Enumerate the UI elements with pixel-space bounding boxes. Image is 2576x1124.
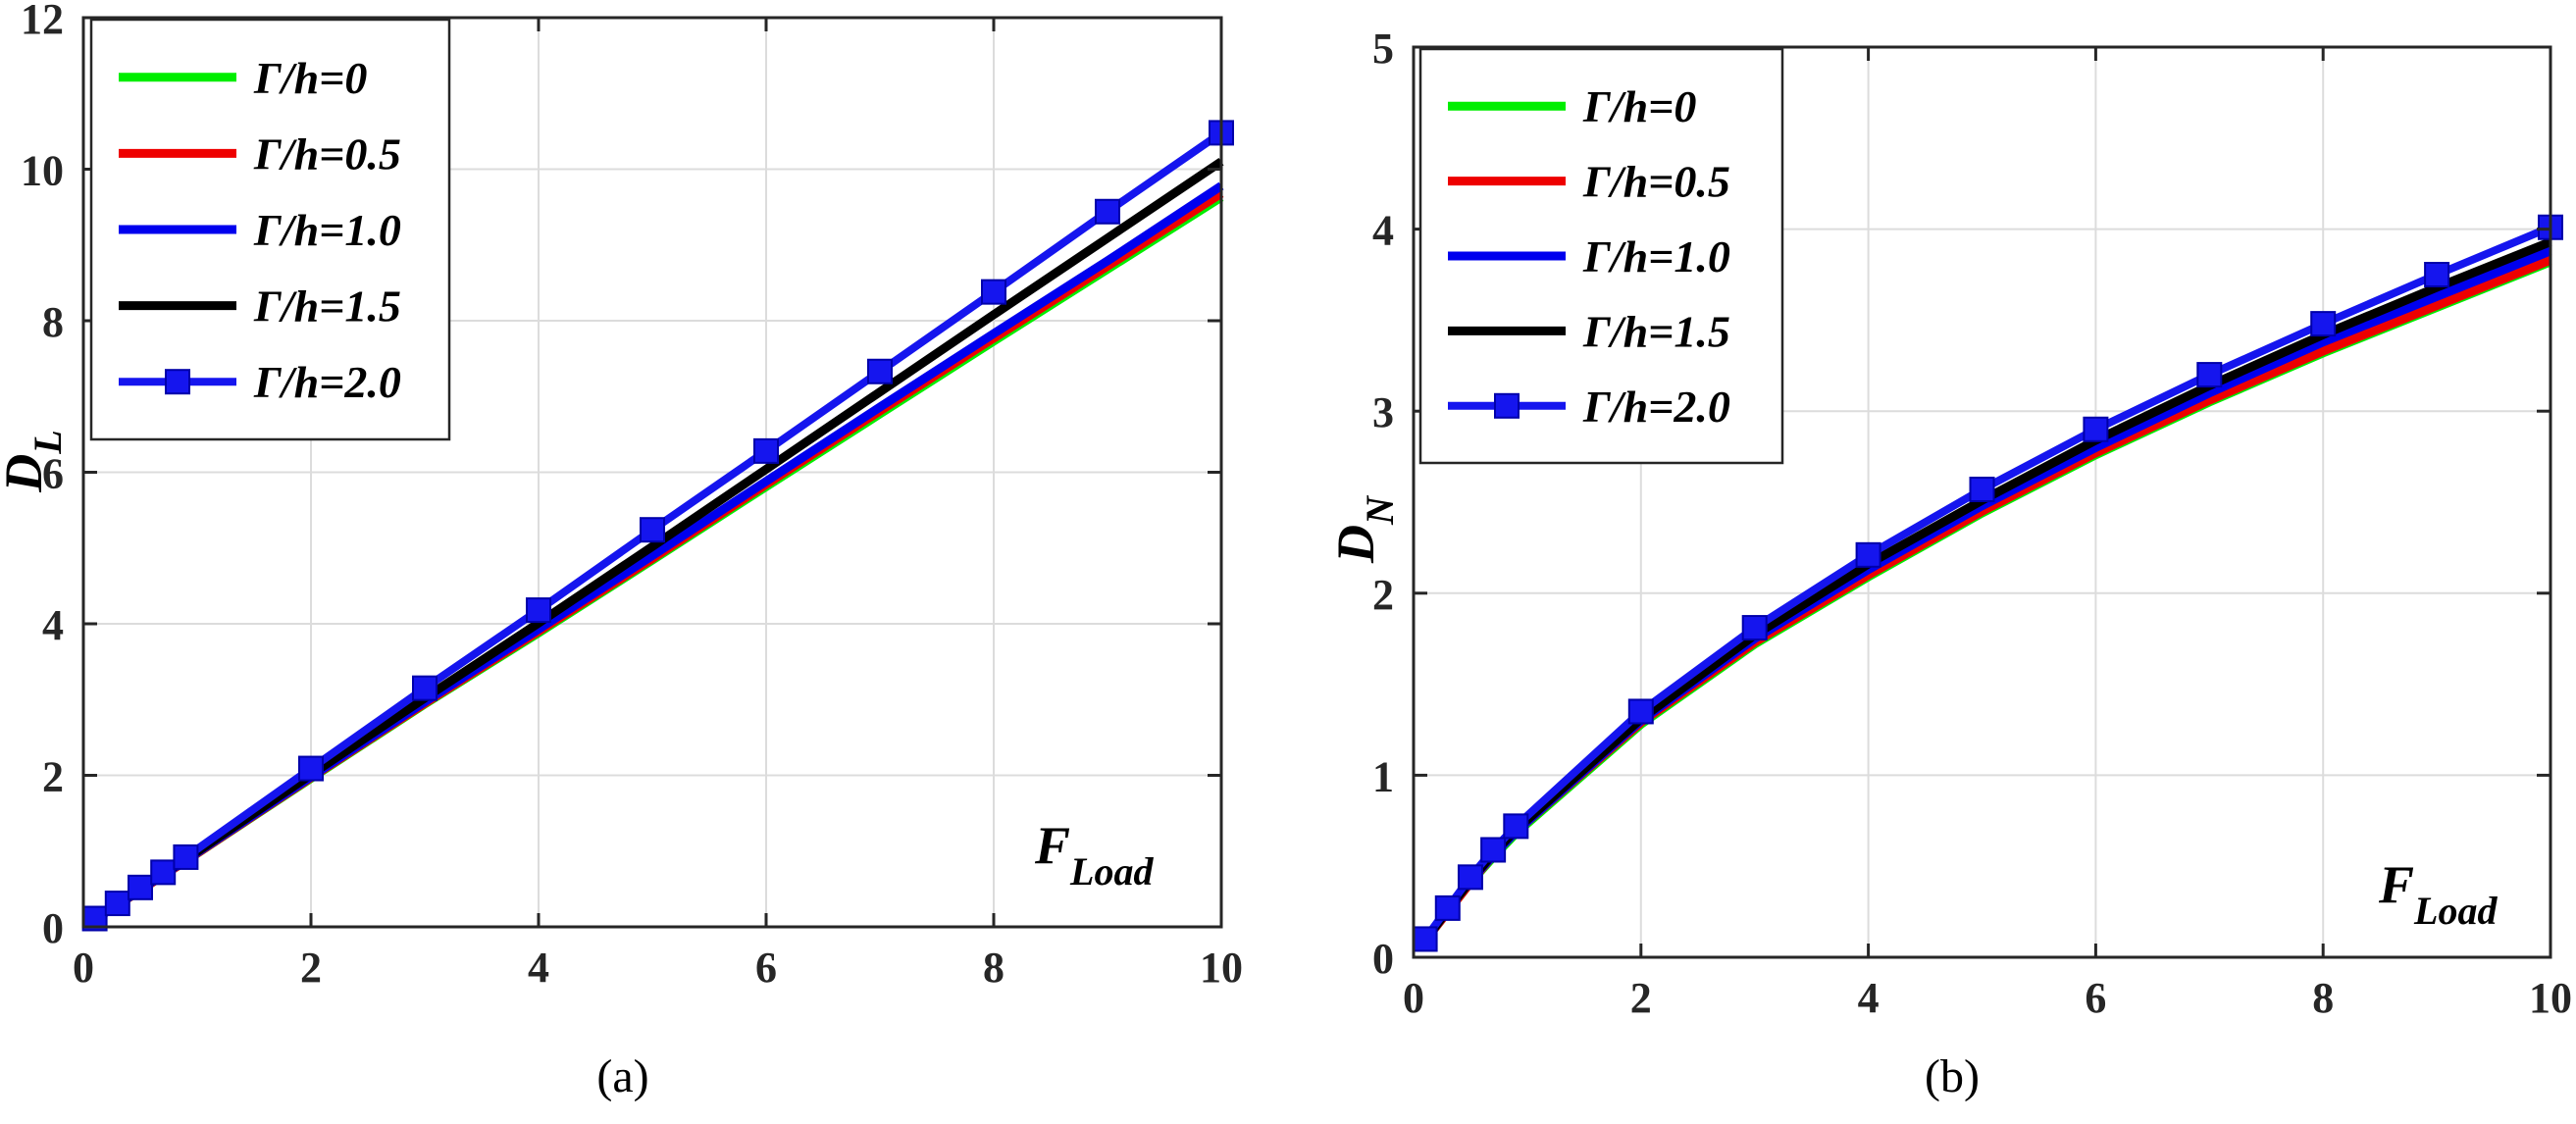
data-point	[867, 358, 893, 384]
legend-label-0: Γ/h=0	[253, 53, 367, 103]
y-tick-label: 2	[1372, 571, 1394, 619]
panel-label: (b)	[1925, 1050, 1980, 1102]
data-point	[753, 437, 779, 464]
chart-panel-a: 0 2 4 6 8 10 0 2 4 6 8 10 12 FLoad DL Γ/h=0 Γ/h=0.5 Γ/h=1…	[0, 0, 1243, 1102]
data-point	[1503, 813, 1529, 840]
legend-marker	[1494, 392, 1520, 419]
x-tick-label: 2	[1630, 974, 1652, 1022]
y-tick-label: 2	[42, 753, 64, 801]
chart-panel-b: 0 2 4 6 8 10012345FLoadDNΓ/h=0Γ/h=0.5Γ/h=1.0Γ…	[1326, 25, 2572, 1102]
legend: Γ/h=0 Γ/h=0.5 Γ/h=1.0 Γ/h=1.5 Γ/h=2.0	[1418, 47, 1784, 465]
x-tick-label: 10	[1200, 944, 1243, 992]
legend-label-2: Γ/h=1.0	[253, 205, 401, 255]
y-axis-title: DN	[1326, 494, 1402, 564]
axes-frame	[1412, 45, 2552, 959]
y-tick-label: 3	[1372, 388, 1394, 436]
data-point	[2083, 416, 2109, 442]
data-point	[1095, 198, 1120, 225]
legend-label-1: Γ/h=0.5	[253, 128, 401, 179]
data-point	[1741, 615, 1768, 641]
x-tick-label: 10	[2529, 974, 2572, 1022]
y-tick-label: 12	[21, 0, 64, 43]
y-tick-label: 0	[42, 904, 64, 952]
x-tick-label: 2	[300, 944, 322, 992]
legend-label-1: Γ/h=0.5	[1582, 157, 1730, 207]
y-axis-title: DL	[0, 430, 70, 492]
legend-label-4: Γ/h=2.0	[253, 357, 401, 407]
data-point	[1969, 477, 1995, 503]
data-point	[1855, 541, 1881, 568]
legend-label-2: Γ/h=1.0	[1582, 231, 1730, 281]
data-point	[2196, 362, 2223, 388]
data-point	[1480, 837, 1507, 863]
data-point	[981, 279, 1006, 305]
data-point	[640, 517, 665, 543]
x-axis-title: FLoad	[1034, 816, 1154, 894]
legend: Γ/h=0 Γ/h=0.5 Γ/h=1.0 Γ/h=1.5 Γ/h=2.0	[89, 18, 451, 441]
x-tick-label: 0	[73, 944, 94, 992]
y-tick-label: 1	[1372, 752, 1394, 800]
data-point	[412, 675, 438, 701]
y-tick-label: 4	[42, 601, 64, 649]
y-tick-label: 0	[1372, 935, 1394, 983]
data-point	[526, 597, 551, 624]
x-tick-label: 4	[1858, 974, 1880, 1022]
y-tick-label: 10	[21, 147, 64, 195]
data-point	[1457, 864, 1483, 891]
y-tick-label: 5	[1372, 25, 1394, 73]
x-tick-label: 8	[2312, 974, 2334, 1022]
panel-label: (a)	[596, 1050, 648, 1102]
x-axis-title: FLoad	[2378, 855, 2498, 933]
data-point	[1434, 894, 1461, 921]
y-tick-label: 8	[42, 298, 64, 346]
x-tick-label: 6	[2085, 974, 2106, 1022]
x-tick-label: 0	[1403, 974, 1424, 1022]
x-tick-label: 6	[755, 944, 777, 992]
data-point	[128, 874, 153, 900]
legend-label-0: Γ/h=0	[1582, 81, 1696, 131]
legend-label-3: Γ/h=1.5	[1582, 306, 1730, 356]
x-tick-label: 4	[528, 944, 549, 992]
data-point	[173, 843, 199, 870]
legend-label-3: Γ/h=1.5	[253, 281, 401, 332]
data-point	[150, 859, 177, 886]
data-point	[298, 755, 324, 782]
legend-marker	[165, 369, 190, 395]
y-tick-label: 4	[1372, 207, 1394, 255]
series-group	[1412, 214, 2563, 952]
data-point	[1412, 926, 1438, 952]
data-point	[104, 891, 130, 917]
data-point	[1627, 698, 1654, 725]
data-point	[2424, 262, 2450, 287]
y-tick-label: 6	[42, 450, 64, 498]
data-point	[2310, 311, 2337, 337]
x-tick-label: 8	[983, 944, 1005, 992]
legend-label-4: Γ/h=2.0	[1582, 382, 1730, 432]
